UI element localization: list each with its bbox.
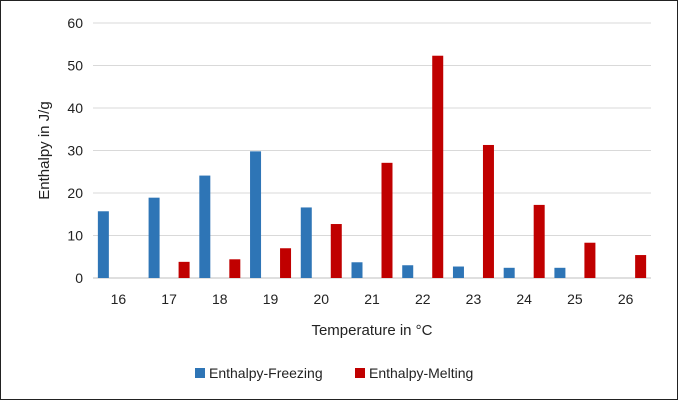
y-tick-label: 40	[67, 100, 83, 116]
x-tick-label: 20	[313, 291, 329, 307]
bar-enthalpy-melting-21	[381, 162, 393, 278]
legend: Enthalpy-Freezing Enthalpy-Melting	[195, 365, 473, 381]
bar-enthalpy-freezing-19	[250, 151, 262, 278]
y-tick-label: 10	[67, 228, 83, 244]
y-tick-label: 20	[67, 185, 83, 201]
x-axis-title: Temperature in °C	[311, 322, 432, 339]
bar-enthalpy-freezing-20	[300, 207, 312, 278]
bar-enthalpy-freezing-23	[452, 266, 464, 278]
y-tick-label: 50	[67, 58, 83, 74]
bar-enthalpy-freezing-21	[351, 262, 363, 278]
bar-enthalpy-freezing-18	[199, 175, 211, 278]
x-tick-label: 24	[516, 291, 532, 307]
x-tick-label: 16	[111, 291, 127, 307]
bar-enthalpy-melting-24	[533, 204, 545, 278]
y-tick-label: 30	[67, 143, 83, 159]
x-tick-label: 18	[212, 291, 228, 307]
bar-enthalpy-melting-17	[178, 261, 190, 278]
bar-enthalpy-melting-22	[432, 55, 444, 278]
bar-enthalpy-melting-20	[330, 224, 342, 278]
bar-enthalpy-melting-23	[482, 144, 494, 278]
legend-swatch-freezing	[195, 368, 205, 378]
x-tick-label: 23	[466, 291, 482, 307]
legend-label-freezing: Enthalpy-Freezing	[209, 365, 323, 381]
y-tick-label: 0	[75, 270, 83, 286]
y-axis-title: Enthalpy in J/g	[36, 101, 53, 199]
x-tick-labels: 16 17 18 19 20 21 22 23 24 25 26	[111, 291, 634, 307]
y-tick-labels: 0 10 20 30 40 50 60	[67, 15, 83, 286]
bar-enthalpy-freezing-24	[503, 267, 515, 278]
bar-enthalpy-melting-18	[229, 259, 241, 278]
x-tick-label: 21	[364, 291, 380, 307]
bar-enthalpy-freezing-16	[97, 211, 109, 278]
x-tick-label: 25	[567, 291, 583, 307]
x-tick-label: 19	[263, 291, 279, 307]
y-tick-label: 60	[67, 15, 83, 31]
gridlines	[93, 22, 651, 236]
bars	[97, 55, 647, 278]
x-tick-label: 26	[618, 291, 634, 307]
x-tick-label: 17	[161, 291, 177, 307]
bar-enthalpy-freezing-25	[554, 267, 566, 278]
bar-enthalpy-melting-26	[635, 255, 647, 278]
bar-enthalpy-melting-19	[280, 248, 292, 278]
bar-enthalpy-melting-25	[584, 242, 596, 278]
legend-swatch-melting	[355, 368, 365, 378]
legend-label-melting: Enthalpy-Melting	[369, 365, 473, 381]
bar-enthalpy-freezing-17	[148, 197, 160, 278]
x-tick-label: 22	[415, 291, 431, 307]
bar-enthalpy-freezing-22	[402, 265, 414, 278]
